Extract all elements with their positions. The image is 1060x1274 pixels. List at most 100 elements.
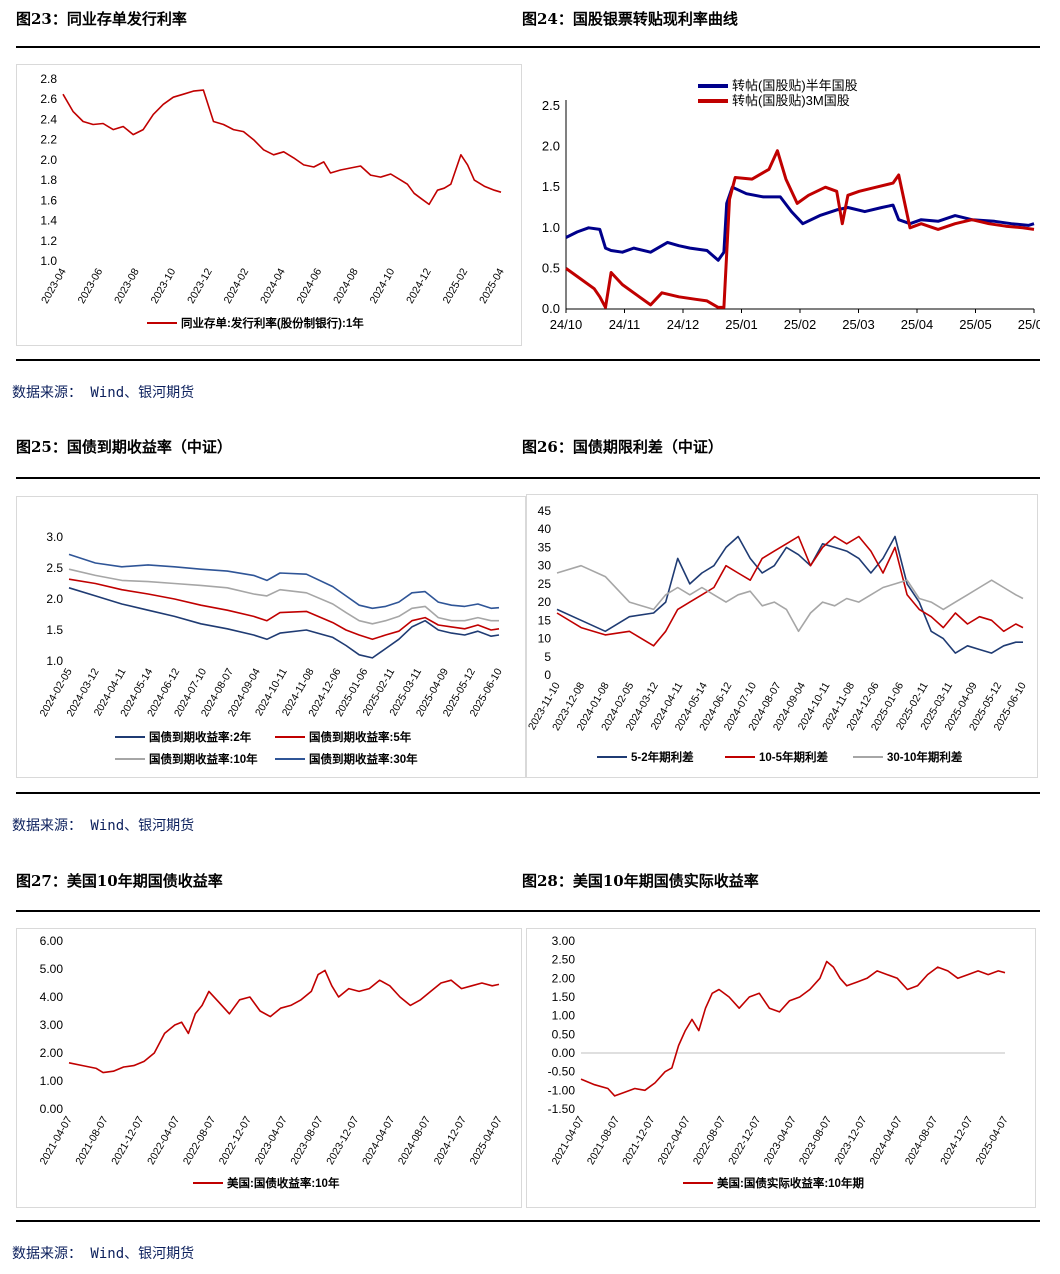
y-tick-label: 0.00	[40, 1102, 64, 1116]
x-tick-label: 25/05	[959, 317, 992, 332]
y-tick-label: 0	[544, 668, 551, 682]
x-tick-label: 2022-12-07	[726, 1114, 763, 1167]
x-tick-label: 25/04	[901, 317, 934, 332]
figure-title-26: 图26：国债期限利差（中证）	[522, 438, 723, 456]
y-tick-label: 25	[538, 577, 552, 591]
x-tick-label: 2021-12-07	[620, 1114, 657, 1167]
x-tick-label: 2021-12-07	[109, 1114, 146, 1167]
legend-label: 同业存单:发行利率(股份制银行):1年	[181, 316, 364, 330]
chart-panel-25: 1.0 1.5 2.0 2.5 3.0 2024-02-05 2024-03-12 2024-…	[16, 496, 526, 778]
x-tick-label: 24/11	[609, 317, 641, 332]
y-tick-label: 4.00	[40, 990, 64, 1004]
y-tick-label: 35	[538, 540, 552, 554]
x-tick-label: 2022-04-07	[656, 1114, 693, 1167]
y-tick-label: 1.5	[542, 179, 560, 194]
y-tick-label: 3.00	[552, 934, 576, 948]
series-line	[68, 553, 500, 610]
y-tick-label: 3.00	[40, 1018, 64, 1032]
x-tick-label: 2023-12-07	[324, 1114, 361, 1167]
y-tick-label: 2.0	[40, 153, 57, 167]
legend-label: 国债到期收益率:2年	[149, 730, 252, 744]
x-tick-label: 2022-04-07	[145, 1114, 182, 1167]
x-tick-label: 2025-04-07	[468, 1114, 505, 1167]
x-tick-label: 2025-04	[477, 266, 507, 306]
data-source-2: 数据来源： Wind、银河期货	[12, 818, 195, 834]
y-tick-label: 1.5	[46, 623, 63, 637]
x-tick-label: 24/12	[667, 317, 700, 332]
legend-label: 国债到期收益率:10年	[149, 752, 258, 766]
x-tick-label: 2023-04-07	[253, 1114, 290, 1167]
series-line	[565, 149, 1035, 309]
chart-26: 0510152025303540452023-11-102023-12-0820…	[527, 504, 1029, 764]
y-tick-label: 0.5	[542, 260, 560, 275]
y-tick-label: -0.50	[548, 1065, 576, 1079]
x-tick-label: 2021-08-07	[73, 1114, 110, 1167]
chart-panel-27: 0.00 1.00 2.00 3.00 4.00 5.00 6.00 2021-04-07 20…	[16, 928, 522, 1208]
y-tick-label: 10	[538, 632, 552, 646]
x-tick-label: 2024-12-07	[432, 1114, 469, 1167]
y-tick-label: 2.4	[40, 112, 57, 126]
x-tick-label: 2022-08-07	[691, 1114, 728, 1167]
series-line	[565, 185, 1035, 262]
y-tick-label: 2.6	[40, 92, 57, 106]
x-tick-label: 25/02	[784, 317, 817, 332]
figure-title-27: 图27：美国10年期国债收益率	[16, 872, 223, 890]
x-tick-label: 2022-08-07	[181, 1114, 218, 1167]
x-tick-label: 2021-04-07	[38, 1114, 75, 1167]
x-tick-label: 24/10	[550, 317, 583, 332]
y-tick-label: 15	[538, 613, 552, 627]
legend-label: 国债到期收益率:30年	[309, 752, 418, 766]
y-tick-label: 1.00	[552, 1009, 576, 1023]
y-tick-label: 2.2	[40, 133, 57, 147]
x-tick-label: 2025-04-07	[974, 1114, 1011, 1167]
legend-label: 5-2年期利差	[631, 750, 694, 764]
x-tick-label: 2023-08-07	[288, 1114, 325, 1167]
y-tick-label: 2.8	[40, 72, 57, 86]
y-tick-label: 2.50	[552, 953, 576, 967]
series-line	[62, 89, 502, 206]
x-tick-label: 2024-06	[295, 266, 325, 306]
chart-panel-28: -1.50 -1.00 -0.50 0.00 0.50 1.00 1.50 2.00 2.50 3…	[526, 928, 1036, 1208]
x-tick-label: 2023-08	[112, 266, 142, 306]
figure-title-25: 图25：国债到期收益率（中证）	[16, 438, 232, 456]
x-tick-label: 2024-08-07	[396, 1114, 433, 1167]
figure-title-28: 图28：美国10年期国债实际收益率	[522, 872, 759, 890]
y-tick-label: 1.0	[542, 220, 560, 235]
y-tick-label: 1.6	[40, 193, 57, 207]
chart-25: 1.01.52.02.53.02024-02-052024-03-122024-…	[38, 530, 505, 766]
x-tick-label: 25/01	[725, 317, 758, 332]
legend-label: 美国:国债实际收益率:10年期	[717, 1176, 864, 1190]
x-tick-label: 2024-12-07	[938, 1114, 975, 1167]
series-line	[68, 587, 500, 659]
y-tick-label: 6.00	[40, 934, 64, 948]
x-tick-label: 2024-04-07	[868, 1114, 905, 1167]
bottom-rule-1	[16, 359, 1040, 361]
x-tick-label: 2024-08-07	[903, 1114, 940, 1167]
y-tick-label: 40	[538, 522, 552, 536]
y-tick-label: 2.5	[542, 98, 560, 113]
x-tick-label: 25/03	[842, 317, 875, 332]
y-tick-label: 1.2	[40, 234, 57, 248]
x-tick-label: 2022-12-07	[217, 1114, 254, 1167]
top-rule-2	[16, 477, 1040, 479]
y-tick-label: 1.50	[552, 990, 576, 1004]
y-tick-label: 0.50	[552, 1027, 576, 1041]
top-rule-3	[16, 910, 1040, 912]
chart-27: 0.001.002.003.004.005.006.002021-04-0720…	[38, 934, 505, 1190]
y-tick-label: 0.0	[542, 301, 560, 316]
legend-label: 10-5年期利差	[759, 750, 829, 764]
bottom-rule-2	[16, 792, 1040, 794]
y-tick-label: 20	[538, 595, 552, 609]
y-tick-label: 45	[538, 504, 552, 518]
top-rule-1	[16, 46, 1040, 48]
y-tick-label: 3.0	[46, 530, 63, 544]
x-tick-label: 2025-02	[441, 266, 471, 306]
y-tick-label: 1.0	[40, 254, 57, 268]
x-tick-label: 2021-04-07	[550, 1114, 587, 1167]
x-tick-label: 2024-02	[222, 266, 252, 306]
x-tick-label: 2024-10	[368, 266, 398, 306]
x-tick-label: 2024-04-07	[360, 1114, 397, 1167]
chart-28: -1.50 -1.00 -0.50 0.00 0.50 1.00 1.50 2.00 2.50 3…	[548, 934, 1011, 1190]
legend-label: 转帖(国股贴)半年国股	[732, 78, 858, 93]
